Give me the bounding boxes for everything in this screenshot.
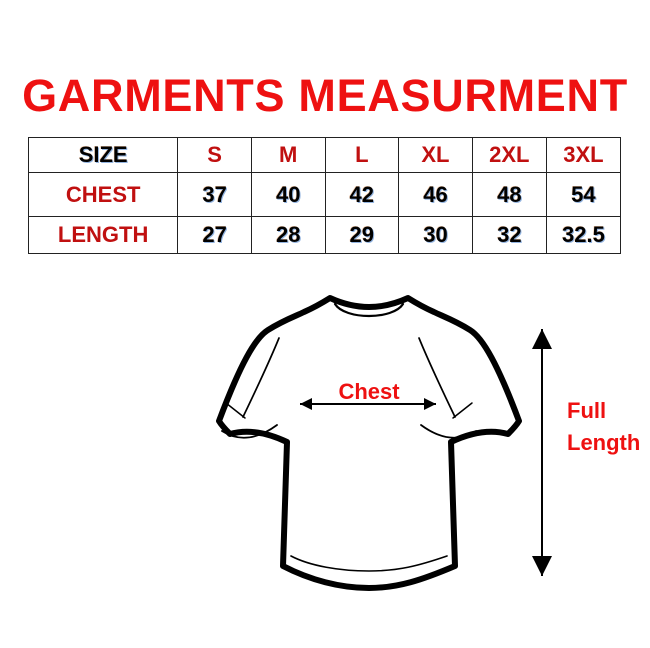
svg-text:Length: Length <box>567 430 640 455</box>
svg-text:Full: Full <box>567 398 606 423</box>
svg-text:Chest: Chest <box>338 379 400 404</box>
